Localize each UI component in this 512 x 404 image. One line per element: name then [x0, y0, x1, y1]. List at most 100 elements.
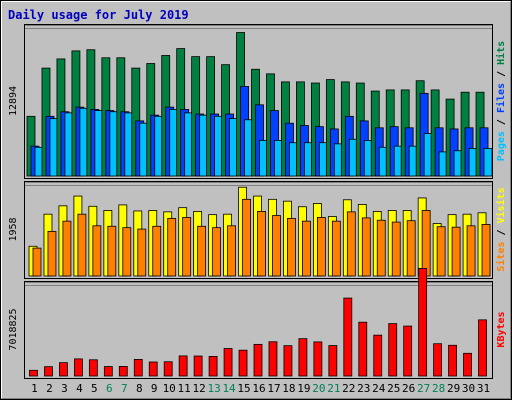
bar-kbytes-day-26	[403, 325, 413, 377]
bar-kbytes-day-11	[178, 355, 188, 377]
bar-kbytes-day-13	[208, 356, 218, 377]
bar-kbytes-day-27	[418, 267, 428, 377]
x-tick-label-17: 17	[267, 382, 280, 395]
panel-top-bars	[26, 32, 493, 177]
bar-sites-day-3	[62, 220, 72, 277]
legend-entry-hits: Hits	[495, 41, 507, 65]
panel-bottom-bars	[29, 267, 487, 377]
x-tick-label-16: 16	[252, 382, 265, 395]
legend-entry-files: Files	[495, 83, 507, 113]
x-tick-label-20: 20	[312, 382, 325, 395]
bar-sites-day-25	[391, 221, 401, 277]
bar-sites-day-17	[272, 215, 281, 277]
panel-bottom-legend: KBytes	[496, 311, 507, 347]
x-tick-label-30: 30	[462, 382, 475, 395]
bar-sites-day-9	[152, 225, 162, 277]
bar-kbytes-day-12	[193, 355, 203, 377]
x-tick-label-24: 24	[372, 382, 386, 395]
x-tick-label-14: 14	[222, 382, 236, 395]
bar-kbytes-day-2	[44, 366, 53, 377]
bar-kbytes-day-6	[103, 366, 113, 377]
x-tick-label-26: 26	[402, 382, 415, 395]
bar-kbytes-day-21	[328, 345, 338, 377]
bar-sites-day-31	[481, 224, 491, 277]
panel-top-y-tick-label: 12894	[8, 86, 19, 116]
bar-sites-day-10	[167, 217, 177, 277]
bar-sites-day-8	[137, 228, 147, 277]
bar-pages-day-31	[483, 148, 493, 177]
bar-sites-day-14	[227, 225, 236, 277]
x-axis: 1 2 3 4 5 6 7 8 9 10 11 12 13 14 15 16 17 18 19 20 21 22 23 24 2…	[31, 382, 490, 395]
x-tick-label-13: 13	[207, 382, 220, 395]
legend-entry--: /	[496, 113, 507, 131]
bar-sites-day-22	[346, 211, 356, 277]
bar-sites-day-11	[182, 217, 192, 277]
x-tick-label-31: 31	[477, 382, 490, 395]
bar-kbytes-day-1	[29, 369, 38, 377]
panel-bottom: 7018825 KBytes	[8, 267, 507, 379]
x-tick-label-22: 22	[342, 382, 355, 395]
bar-kbytes-day-17	[268, 341, 278, 377]
x-tick-label-2: 2	[46, 382, 53, 395]
bar-sites-day-7	[122, 227, 132, 277]
bar-sites-day-29	[451, 226, 461, 277]
bar-kbytes-day-24	[373, 334, 383, 377]
bar-sites-day-1	[32, 247, 42, 277]
bar-kbytes-day-7	[118, 366, 128, 377]
bar-sites-day-15	[242, 198, 251, 277]
bar-sites-day-5	[92, 225, 102, 277]
bar-kbytes-day-5	[88, 359, 98, 377]
bar-kbytes-day-19	[298, 338, 308, 377]
x-tick-label-27: 27	[417, 382, 430, 395]
panel-middle-legend: Sites / Visits	[495, 187, 507, 271]
panel-top-legend: Pages / Files / Hits	[495, 41, 507, 161]
bar-kbytes-day-15	[238, 349, 248, 377]
bar-kbytes-day-8	[133, 359, 143, 377]
bar-sites-day-23	[361, 217, 371, 277]
panel-middle-y-tick-label: 1958	[8, 217, 19, 241]
x-tick-label-7: 7	[121, 382, 128, 395]
bar-kbytes-day-10	[163, 361, 173, 377]
bar-kbytes-day-28	[433, 343, 443, 377]
bar-kbytes-day-4	[73, 358, 83, 377]
legend-entry-visits: Visits	[495, 187, 507, 223]
bar-sites-day-21	[331, 220, 341, 277]
x-tick-label-11: 11	[178, 382, 191, 395]
x-tick-label-29: 29	[447, 382, 460, 395]
x-tick-label-10: 10	[163, 382, 176, 395]
bar-kbytes-day-9	[148, 361, 158, 377]
bar-kbytes-day-22	[343, 297, 353, 377]
bar-sites-day-12	[197, 225, 207, 277]
bar-kbytes-day-30	[463, 352, 472, 377]
x-tick-label-1: 1	[31, 382, 38, 395]
bar-sites-day-2	[47, 230, 57, 277]
bar-sites-day-16	[257, 210, 266, 277]
bar-sites-day-18	[287, 217, 296, 277]
panel-bottom-y-tick-label: 7018825	[8, 308, 19, 350]
bar-kbytes-day-3	[59, 362, 68, 377]
x-tick-label-23: 23	[357, 382, 370, 395]
x-tick-label-8: 8	[136, 382, 143, 395]
legend-entry--: /	[496, 223, 507, 241]
bar-kbytes-day-14	[223, 348, 233, 377]
bar-sites-day-19	[302, 220, 311, 277]
panel-middle-bars	[28, 186, 491, 277]
bar-sites-day-26	[406, 220, 416, 277]
x-tick-label-5: 5	[91, 382, 98, 395]
legend-entry-sites: Sites	[495, 242, 507, 272]
x-tick-label-12: 12	[193, 382, 206, 395]
chart-panels: 12894 Pages / Files / Hits 1958 Sites / Vis…	[8, 24, 507, 379]
x-tick-label-15: 15	[237, 382, 250, 395]
x-tick-label-19: 19	[297, 382, 310, 395]
chart-title: Daily usage for July 2019	[8, 8, 189, 22]
bar-kbytes-day-25	[388, 323, 398, 377]
bar-sites-day-6	[107, 225, 117, 277]
bar-kbytes-day-23	[358, 321, 368, 377]
bar-sites-day-24	[376, 219, 386, 277]
bar-sites-day-13	[212, 227, 222, 277]
x-tick-label-21: 21	[327, 382, 340, 395]
x-tick-label-28: 28	[432, 382, 445, 395]
legend-entry-pages: Pages	[496, 131, 507, 161]
